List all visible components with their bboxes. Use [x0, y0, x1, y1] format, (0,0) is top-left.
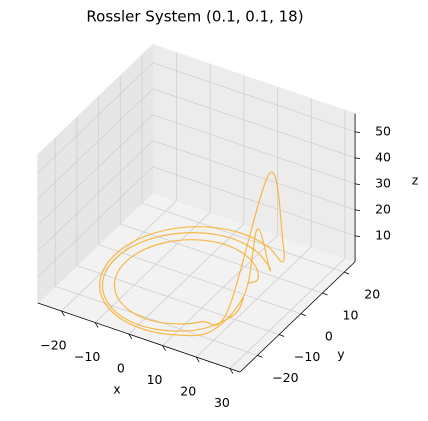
grid-line: [37, 62, 154, 174]
grid-line: [152, 114, 356, 185]
grid-line: [152, 140, 356, 211]
grid-line: [195, 246, 312, 358]
x-axis-line: [37, 302, 241, 373]
tick-mark: [354, 157, 361, 160]
tick-mark: [229, 368, 234, 374]
trajectory: [99, 171, 285, 337]
y-axis-line: [239, 261, 356, 373]
grid-line: [37, 114, 154, 226]
grid-line: [128, 223, 245, 335]
grid-line: [152, 88, 356, 159]
tick-mark: [354, 131, 361, 134]
tick-mark: [195, 356, 200, 363]
tick-mark: [354, 183, 361, 186]
y-tick-label: −10: [294, 349, 320, 364]
tick-mark: [354, 209, 361, 212]
z-tick-label: 30: [375, 175, 391, 190]
z-tick-label: 20: [375, 201, 391, 216]
pane-left: [37, 43, 154, 305]
tick-mark: [322, 292, 328, 296]
y-tick-label: 20: [364, 287, 380, 302]
tick-mark: [278, 334, 285, 337]
x-tick-label: 30: [214, 395, 230, 410]
x-tick-label: 10: [147, 372, 163, 387]
tick-mark: [354, 235, 361, 238]
z-tick-label: 50: [375, 123, 391, 138]
x-tick-label: −10: [74, 349, 100, 364]
x-tick-label: 0: [117, 361, 125, 376]
y-tick-label: 0: [325, 328, 333, 343]
y-tick-label: 10: [343, 307, 359, 322]
z-tick-label: 40: [375, 149, 391, 164]
tick-mark: [94, 322, 99, 328]
y-tick-label: −20: [272, 370, 298, 385]
x-tick-label: −20: [40, 338, 66, 353]
x-axis-label: x: [113, 382, 120, 397]
y-axis-label: y: [337, 347, 345, 362]
grid-line: [229, 258, 346, 369]
tick-mark: [300, 313, 306, 317]
grid-line: [94, 212, 211, 323]
grid-line: [55, 285, 258, 356]
x-tick-label: 20: [180, 384, 196, 399]
tick-mark: [344, 271, 350, 275]
tick-mark: [61, 310, 65, 317]
grid-line: [37, 88, 154, 200]
grid-line: [152, 62, 356, 133]
grid-line: [37, 140, 154, 252]
tick-mark: [128, 333, 133, 340]
tick-mark: [257, 354, 263, 358]
grid-line: [76, 265, 280, 335]
chart-title: Rossler System (0.1, 0.1, 18): [86, 8, 303, 26]
tick-mark: [162, 345, 166, 351]
grid-line: [120, 223, 323, 294]
z-axis-label: z: [412, 173, 419, 188]
grid-line: [152, 166, 356, 237]
grid-line: [141, 202, 345, 273]
grid-line: [37, 166, 154, 278]
z-tick-label: 10: [375, 227, 391, 242]
